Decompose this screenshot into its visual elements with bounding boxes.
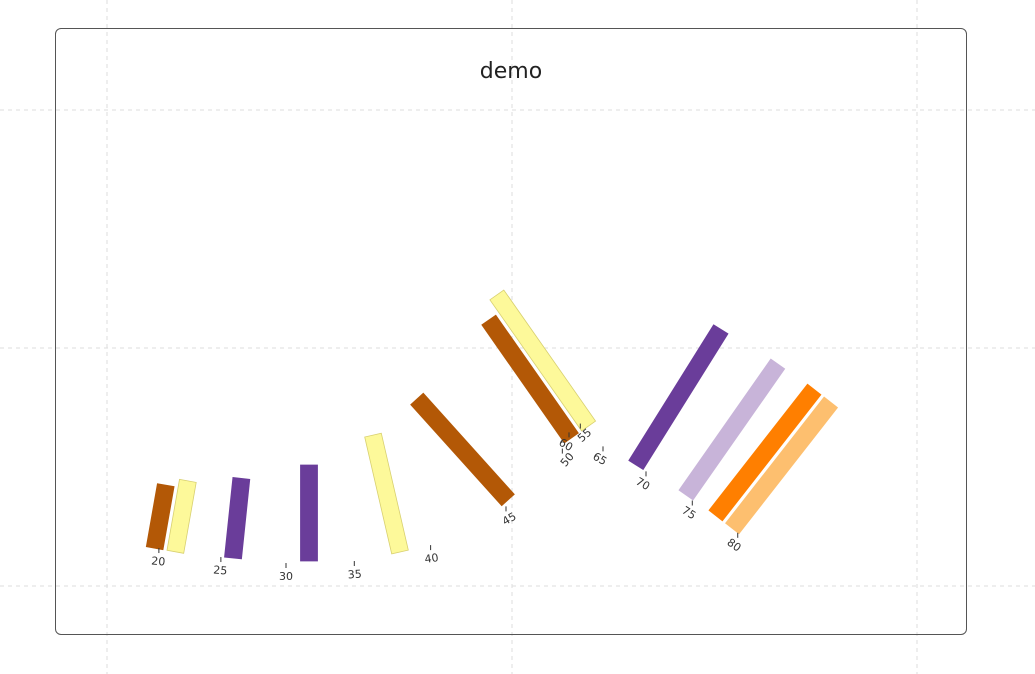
- bar-20-1[interactable]: [166, 478, 197, 554]
- chart-card: demo: [55, 28, 967, 635]
- bar-70-8[interactable]: [628, 324, 729, 471]
- tick-label-35: 35: [347, 568, 362, 582]
- tick-label-55: 55: [575, 426, 594, 445]
- bar-40-4[interactable]: [364, 432, 409, 555]
- tick-label-75: 75: [679, 504, 698, 522]
- tick-label-70: 70: [633, 475, 652, 493]
- tick-label-65: 65: [590, 450, 609, 468]
- bars-layer: [145, 289, 839, 562]
- tick-label-30: 30: [279, 570, 293, 583]
- tick-label-45: 45: [500, 510, 519, 528]
- tick-label-40: 40: [424, 551, 440, 566]
- bar-45-5[interactable]: [410, 392, 515, 507]
- bar-80-10[interactable]: [708, 383, 822, 522]
- bar-20-0[interactable]: [145, 483, 175, 551]
- tick-label-60: 60: [556, 436, 575, 454]
- bar-55-6[interactable]: [481, 314, 579, 444]
- tick-label-80: 80: [725, 536, 744, 555]
- tick-label-25: 25: [213, 563, 228, 577]
- bar-75-9[interactable]: [678, 358, 786, 501]
- bar-25-2[interactable]: [224, 477, 251, 560]
- bar-80-11[interactable]: [725, 396, 839, 535]
- bar-30-3[interactable]: [300, 464, 318, 562]
- tick-label-20: 20: [151, 554, 166, 568]
- bar-55-7[interactable]: [489, 289, 597, 432]
- chart-title: demo: [479, 59, 543, 84]
